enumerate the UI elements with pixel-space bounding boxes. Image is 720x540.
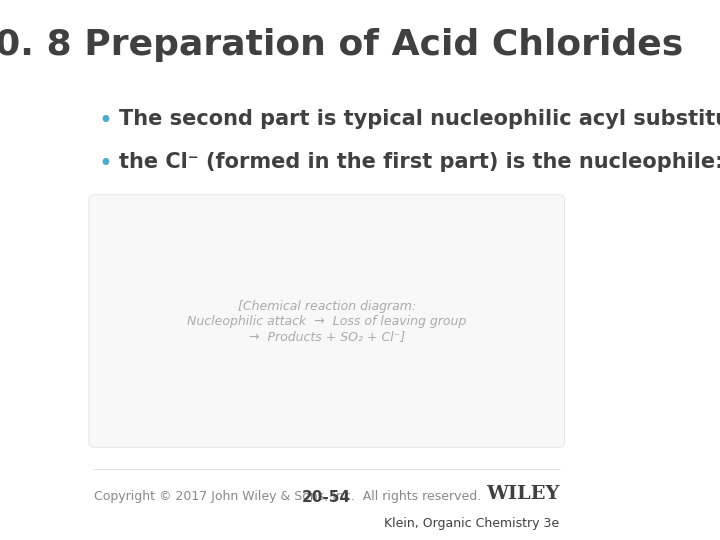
Text: •: • [99,152,113,176]
Text: •: • [99,109,113,133]
Text: Klein, Organic Chemistry 3e: Klein, Organic Chemistry 3e [384,517,559,530]
Text: The second part is typical nucleophilic acyl substitution: The second part is typical nucleophilic … [119,109,720,129]
FancyBboxPatch shape [89,195,564,447]
Text: 20. 8 Preparation of Acid Chlorides: 20. 8 Preparation of Acid Chlorides [0,28,683,62]
Text: Copyright © 2017 John Wiley & Sons, Inc.  All rights reserved.: Copyright © 2017 John Wiley & Sons, Inc.… [94,490,481,503]
Text: the Cl⁻ (formed in the first part) is the nucleophile:: the Cl⁻ (formed in the first part) is th… [119,152,720,172]
Text: 20-54: 20-54 [302,490,351,505]
Text: WILEY: WILEY [486,485,559,503]
Text: [Chemical reaction diagram:
Nucleophilic attack  →  Loss of leaving group
→  Pro: [Chemical reaction diagram: Nucleophilic… [187,300,467,342]
